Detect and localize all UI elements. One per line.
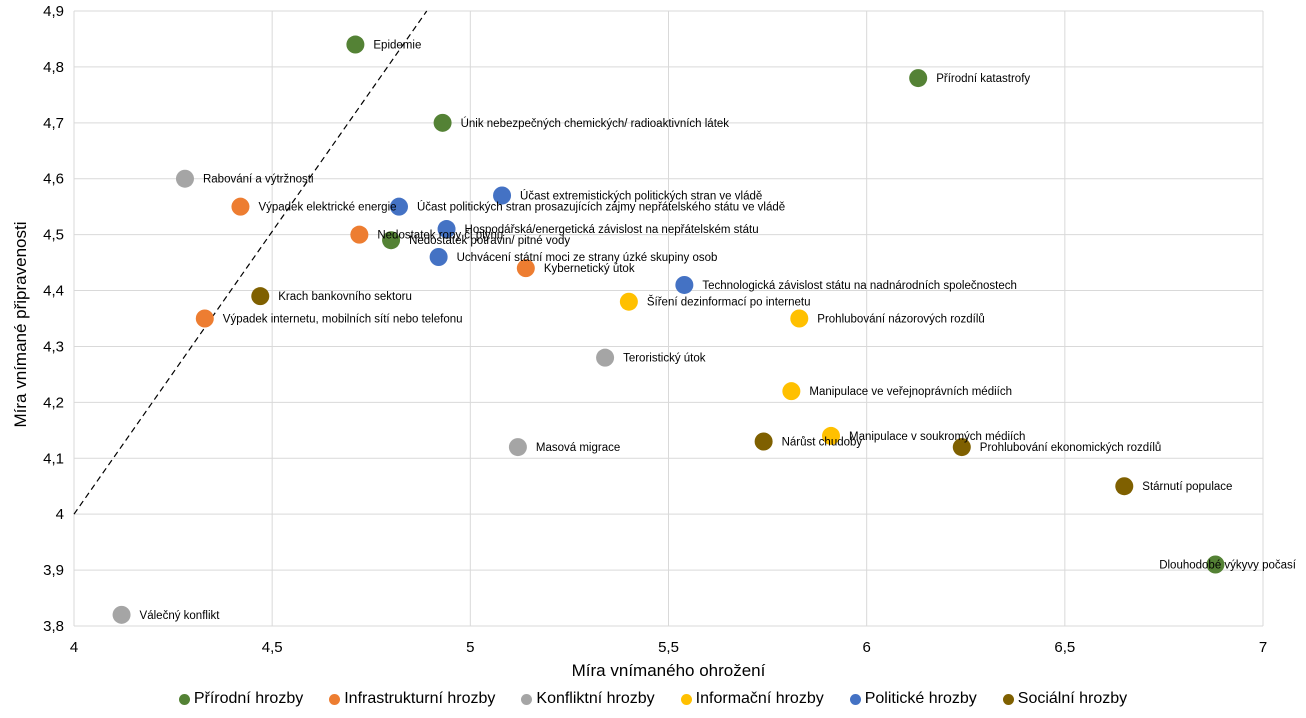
x-tick-label: 5 [466,639,474,656]
data-label: Válečný konflikt [140,610,221,622]
data-point [675,275,694,294]
data-label: Účast politických stran prosazujících zá… [417,201,785,214]
data-point [619,292,638,311]
data-point [508,438,527,457]
scatter-chart: 4 4,5 5 5,5 6 6,5 7 3,8 3,9 4 4,1 4,2 4,3 4,4 4,5 4,6 4,… [11,3,1297,680]
legend-label: Konfliktní hrozby [536,690,655,707]
data-point [1115,477,1134,496]
y-tick-label: 4,5 [43,227,64,244]
data-point [596,348,615,367]
x-tick-label: 6 [862,639,870,656]
y-tick-label: 4,4 [43,283,64,300]
legend-swatch [178,693,190,705]
legend-swatch [329,693,341,705]
data-point [231,197,250,216]
data-point [382,231,401,250]
data-label: Kybernetický útok [544,263,635,275]
y-tick-label: 4,9 [43,3,64,20]
y-tick-label: 4,1 [43,450,64,467]
data-label: Nedostatek ropy či plynu [377,230,503,242]
legend-label: Informační hrozby [695,690,824,707]
grid-lines [73,10,1264,627]
x-tick-label: 7 [1259,639,1267,656]
data-label: Stárnutí populace [1142,481,1232,493]
data-label: Manipulace ve veřejnoprávních médiích [809,386,1012,398]
axis-ticks: 4 4,5 5 5,5 6 6,5 7 3,8 3,9 4 4,1 4,2 4,3 4,4 4,5 4,6 4,… [43,3,1267,656]
data-label: Technologická závislost státu na nadnáro… [702,280,1017,292]
data-label: Přírodní katastrofy [936,73,1030,85]
legend-item: Konfliktní hrozby [521,690,655,708]
legend-swatch [1002,693,1014,705]
data-point [251,287,270,306]
legend-swatch [521,693,533,705]
y-tick-label: 4,7 [43,115,64,132]
data-label: Účast extremistických politických stran … [520,190,762,203]
data-point [112,605,131,624]
data-points [112,35,1225,624]
data-point [389,197,408,216]
data-point [493,186,512,205]
data-label: Masová migrace [536,442,620,454]
data-point [952,438,971,457]
x-tick-label: 5,5 [658,639,679,656]
data-label: Krach bankovního sektoru [278,291,412,303]
data-label: Manipulace v soukromých médiích [849,431,1025,443]
data-point [1206,555,1225,574]
data-point [346,35,365,54]
data-point [790,309,809,328]
legend-label: Sociální hrozby [1017,690,1128,707]
data-point [437,220,456,239]
legend-label: Infrastrukturní hrozby [344,690,496,707]
data-label: Nedostatek potravin/ pitné vody [409,235,570,247]
legend-item: Přírodní hrozby [178,690,304,708]
y-tick-label: 4 [56,506,64,523]
data-point [782,382,801,401]
chart-legend: Přírodní hrozby Infrastrukturní hrozby Kon… [0,690,1306,708]
data-point [429,248,448,266]
data-label: Hospodářská/energetická závislost na nep… [465,224,759,236]
data-label: Prohlubování ekonomických rozdílů [980,442,1162,454]
data-label: Prohlubování názorových rozdílů [817,314,985,326]
diagonal-reference-line [73,10,428,515]
data-label: Šíření dezinformací po internetu [647,296,811,309]
legend-label: Politické hrozby [864,690,977,707]
y-tick-label: 4,2 [43,394,64,411]
x-axis-title: Míra vnímaného ohrožení [572,661,766,680]
data-point [195,309,214,328]
data-label: Rabování a výtržnosti [203,174,314,186]
y-tick-label: 4,8 [43,59,64,76]
y-tick-label: 4,6 [43,171,64,188]
data-point [821,426,840,445]
x-tick-label: 4 [70,639,78,656]
data-label: Nárůst chudoby [782,437,863,449]
legend-item: Informační hrozby [680,690,824,708]
y-axis-title: Míra vnímané připravenosti [11,222,30,428]
data-point [350,225,369,244]
point-labels: Epidemie Přírodní katastrofy Únik nebezpeč… [140,40,1297,622]
data-point [909,69,928,88]
y-tick-label: 3,8 [43,618,64,635]
x-tick-label: 6,5 [1054,639,1075,656]
data-label: Teroristický útok [623,353,706,365]
data-label: Epidemie [373,40,421,52]
reference-line [73,10,428,515]
data-point [516,259,535,278]
x-tick-label: 4,5 [262,639,283,656]
data-point [433,113,452,132]
data-label: Únik nebezpečných chemických/ radioaktiv… [461,117,730,130]
data-label: Výpadek elektrické energie [258,202,396,214]
data-point [754,432,773,451]
data-point [175,169,194,188]
y-tick-label: 4,3 [43,338,64,355]
legend-swatch [680,693,692,705]
data-label: Dlouhodobé výkyvy počasí [1159,560,1297,572]
legend-item: Sociální hrozby [1002,690,1128,708]
legend-label: Přírodní hrozby [193,690,304,707]
data-label: Výpadek internetu, mobilních sítí nebo t… [223,314,463,326]
legend-item: Politické hrozby [849,690,977,708]
legend-item: Infrastrukturní hrozby [329,690,495,708]
y-tick-label: 3,9 [43,562,64,579]
legend-swatch [849,693,861,705]
data-label: Uchvácení státní moci ze strany úzké sku… [457,252,718,264]
